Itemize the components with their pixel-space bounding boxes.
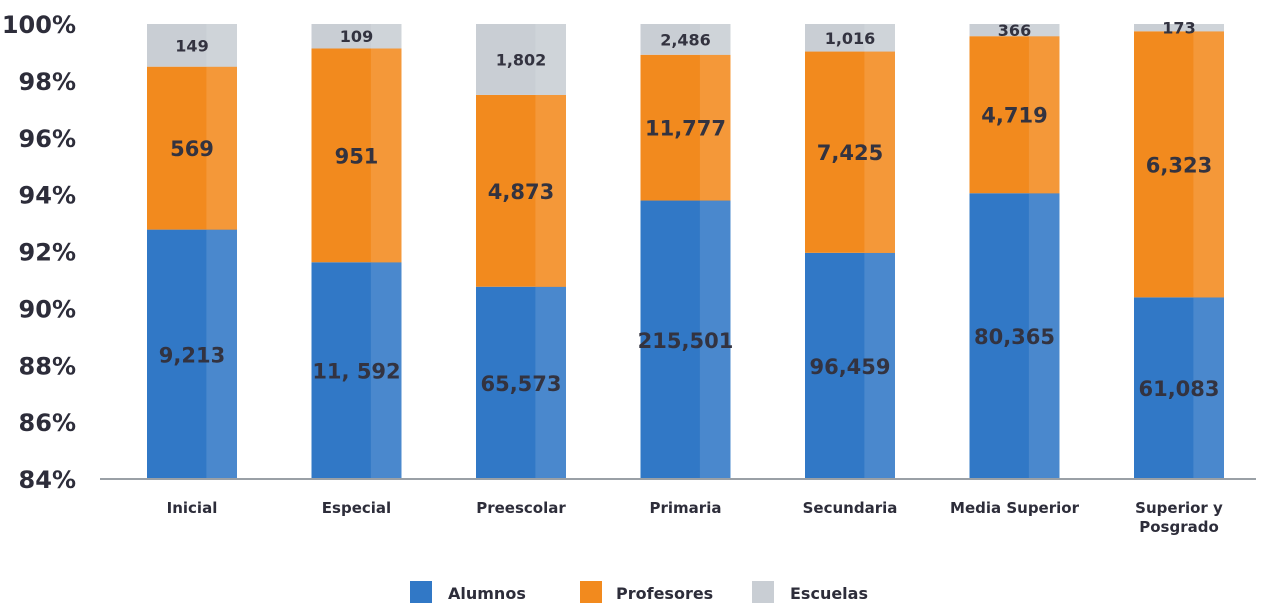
- x-tick-label: Preescolar: [476, 499, 566, 517]
- bar-highlight: [206, 66, 237, 230]
- y-tick-label: 92%: [19, 239, 76, 267]
- x-tick-label: Especial: [322, 499, 391, 517]
- legend-swatch-escuelas: [752, 581, 774, 603]
- legend-label: Alumnos: [448, 584, 526, 603]
- data-label: 1,016: [825, 29, 876, 48]
- legend-label: Profesores: [616, 584, 713, 603]
- legend-swatch-alumnos: [410, 581, 432, 603]
- x-tick-label: Secundaria: [803, 499, 898, 517]
- bar-highlight: [1028, 36, 1060, 194]
- x-axis: Inicial Especial Preescolar Primaria Secunda…: [100, 478, 1256, 536]
- y-tick-label: 94%: [19, 182, 76, 210]
- legend-label: Escuelas: [790, 584, 868, 603]
- y-axis: 84% 86% 88% 90% 92% 94% 96% 98% 100%: [2, 11, 76, 494]
- bar-highlight: [370, 48, 402, 263]
- data-label: 4,719: [981, 104, 1047, 128]
- data-label: 173: [1162, 19, 1195, 38]
- data-label: 569: [170, 137, 214, 161]
- x-tick-label: Superior y: [1135, 499, 1223, 517]
- bar-highlight: [699, 200, 731, 479]
- data-labels-layer: 9,213 569 149 11, 592 951 109 65,573 4,873 1,802…: [159, 19, 1220, 402]
- bar-highlight: [1028, 193, 1060, 480]
- data-label: 215,501: [638, 329, 734, 353]
- bar-highlight: [535, 24, 566, 95]
- data-label: 7,425: [817, 141, 883, 165]
- data-label: 1,802: [496, 50, 547, 69]
- data-label: 80,365: [974, 325, 1055, 349]
- data-label: 11, 592: [312, 360, 400, 384]
- y-tick-label: 86%: [19, 409, 76, 437]
- bar-highlight: [1193, 24, 1224, 32]
- bar-highlight: [370, 24, 402, 49]
- y-tick-label: 96%: [19, 125, 76, 153]
- data-label: 2,486: [660, 30, 711, 49]
- data-label: 366: [998, 21, 1031, 40]
- bar-segment-escuelas: [1134, 24, 1224, 32]
- x-tick-label: Primaria: [650, 499, 722, 517]
- bar-highlight: [1028, 24, 1060, 37]
- data-label: 9,213: [159, 343, 225, 367]
- data-label: 6,323: [1146, 153, 1212, 177]
- x-tick-label: Media Superior: [950, 499, 1080, 517]
- y-tick-label: 98%: [19, 68, 76, 96]
- data-label: 11,777: [645, 117, 726, 141]
- data-label: 96,459: [809, 355, 890, 379]
- bar-highlight: [1193, 297, 1224, 479]
- bar-highlight: [535, 94, 566, 287]
- bar-highlight: [206, 24, 237, 67]
- bar-highlight: [1193, 31, 1224, 298]
- bars-layer: [147, 24, 1224, 480]
- data-label: 149: [175, 36, 208, 55]
- data-label: 109: [340, 27, 373, 46]
- x-tick-label: Inicial: [167, 499, 218, 517]
- bar-highlight: [864, 51, 895, 253]
- x-tick-label: Posgrado: [1139, 518, 1219, 536]
- bar-highlight: [370, 262, 402, 479]
- y-tick-label: 84%: [19, 466, 76, 494]
- legend: Alumnos Profesores Escuelas: [410, 581, 868, 603]
- data-label: 951: [335, 144, 379, 168]
- data-label: 65,573: [480, 372, 561, 396]
- bar-highlight: [699, 24, 731, 55]
- data-label: 4,873: [488, 180, 554, 204]
- legend-swatch-profesores: [580, 581, 602, 603]
- y-tick-label: 90%: [19, 295, 76, 323]
- bar-highlight: [864, 24, 895, 52]
- bar-highlight: [864, 252, 895, 479]
- y-tick-label: 88%: [19, 352, 76, 380]
- bar-highlight: [206, 229, 237, 479]
- y-tick-label: 100%: [2, 11, 76, 39]
- bar-highlight: [699, 54, 731, 201]
- bar-highlight: [535, 286, 566, 479]
- data-label: 61,083: [1138, 377, 1219, 401]
